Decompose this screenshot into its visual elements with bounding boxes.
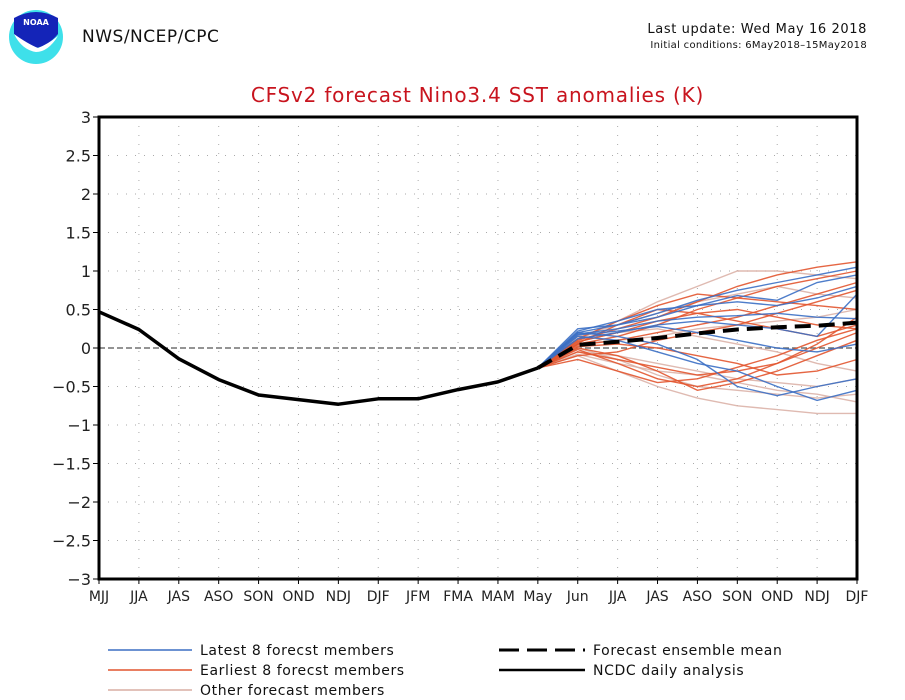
x-tick-label: SON [243, 589, 273, 605]
logo-text: NOAA [23, 18, 49, 27]
y-tick-label: 1.5 [66, 224, 91, 243]
y-tick-label: −2.5 [52, 532, 91, 551]
x-tick-label: May [523, 589, 552, 605]
member-line-latest [537, 335, 858, 402]
chart-title: CFSv2 forecast Nino3.4 SST anomalies (K) [250, 83, 705, 107]
member-line-other [537, 351, 858, 388]
x-tick-label: FMA [443, 589, 473, 605]
last-update: Last update: Wed May 16 2018 [647, 22, 867, 37]
noaa-logo: NOAA [9, 10, 63, 64]
y-tick-label: 0 [81, 339, 91, 358]
y-tick-label: −1 [67, 416, 91, 435]
legend-label-mean: Forecast ensemble mean [593, 643, 782, 659]
member-line-other [537, 354, 857, 415]
y-tick-label: −0.5 [52, 378, 91, 397]
observed-analysis-line [98, 310, 539, 406]
x-tick-label: ASO [683, 589, 712, 605]
member-line-earliest [537, 328, 858, 384]
x-tick-label: MJJ [89, 589, 109, 605]
y-axis: 3 2.5 2 1.5 1 0.5 0 −0.5 −1 −1.5 −2 −2.5 −3 [52, 108, 99, 589]
x-tick-label: Jun [566, 589, 589, 605]
x-tick-label: JJA [608, 589, 627, 605]
legend-label-observed: NCDC daily analysis [593, 663, 744, 679]
y-tick-label: −3 [67, 570, 91, 589]
member-line-latest [537, 285, 858, 369]
y-tick-label: −2 [67, 493, 91, 512]
initial-conditions: Initial conditions: 6May2018–15May2018 [650, 40, 867, 51]
x-tick-label: ASO [204, 589, 233, 605]
agency-name: NWS/NCEP/CPC [82, 27, 220, 47]
member-line-latest [537, 293, 858, 369]
x-tick-label: MAM [481, 589, 515, 605]
legend-label-other: Other forecast members [200, 683, 385, 699]
legend-label-latest: Latest 8 forecst members [200, 643, 394, 659]
y-tick-label: 1 [81, 262, 91, 281]
x-tick-label: JAS [645, 589, 668, 605]
member-line-earliest [537, 270, 858, 369]
y-tick-label: 0.5 [66, 301, 91, 320]
x-tick-label: DJF [367, 589, 390, 605]
x-tick-label: OND [282, 589, 314, 605]
member-line-latest [537, 312, 858, 369]
y-tick-label: 3 [81, 108, 91, 127]
x-axis: MJJ JJA JAS ASO SON OND NDJ DJF JFM FMA MAM May Jun J… [89, 579, 869, 605]
x-tick-label: NDJ [326, 589, 351, 605]
x-tick-label: DJF [846, 589, 869, 605]
x-tick-label: JAS [167, 589, 190, 605]
x-tick-label: JFM [405, 589, 430, 605]
x-tick-label: JJA [129, 589, 148, 605]
legend: Latest 8 forecst members Earliest 8 fore… [108, 643, 782, 699]
member-line-latest [537, 325, 858, 369]
member-line-earliest [537, 339, 858, 392]
y-tick-label: 2 [81, 185, 91, 204]
ensemble-mean-line [536, 320, 858, 370]
y-tick-label: 2.5 [66, 147, 91, 166]
x-tick-label: OND [761, 589, 793, 605]
member-line-latest [537, 266, 858, 369]
x-tick-label: NDJ [804, 589, 829, 605]
x-tick-label: SON [722, 589, 752, 605]
legend-label-earliest: Earliest 8 forecst members [200, 663, 405, 679]
forecast-members [537, 261, 858, 415]
y-tick-label: −1.5 [52, 455, 91, 474]
